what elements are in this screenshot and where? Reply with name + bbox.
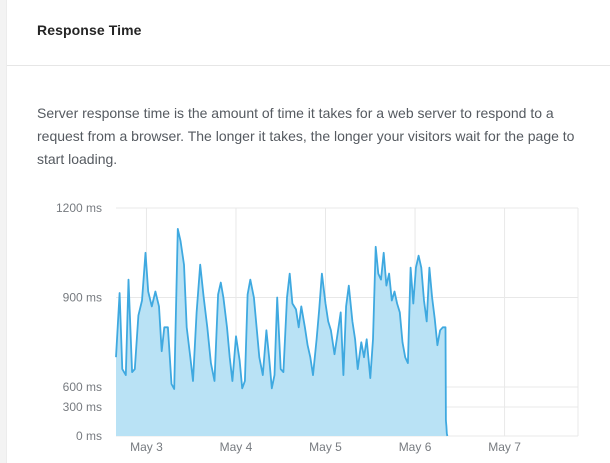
x-tick-label: May 3 [130, 440, 163, 454]
x-tick-label: May 6 [399, 440, 432, 454]
y-tick-label: 1200 ms [56, 201, 102, 215]
x-tick-label: May 7 [488, 440, 521, 454]
chart-area-layer [115, 228, 449, 437]
y-tick-label: 900 ms [63, 291, 102, 305]
card-title: Response Time [37, 21, 142, 38]
series-area [116, 228, 448, 436]
y-tick-label: 600 ms [63, 380, 102, 394]
chart-labels: 1200 ms 900 ms 600 ms 300 ms 0 ms May 3 May 4 M… [56, 201, 521, 454]
series-line [115, 228, 449, 437]
card-header: Response Time [7, 0, 610, 66]
x-tick-label: May 4 [220, 440, 253, 454]
y-tick-label: 300 ms [63, 400, 102, 414]
y-tick-label: 0 ms [76, 429, 102, 443]
x-tick-label: May 5 [309, 440, 342, 454]
card-description: Server response time is the amount of ti… [37, 105, 575, 167]
